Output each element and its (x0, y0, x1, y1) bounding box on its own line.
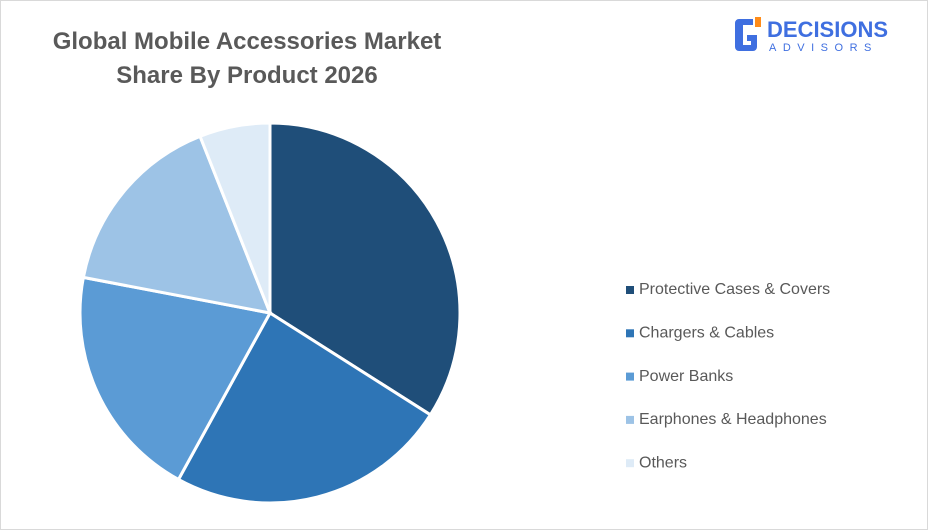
logo: DECISIONS ADVISORS (735, 17, 888, 54)
legend-label: Earphones & Headphones (639, 411, 827, 428)
pie-slice (81, 134, 273, 315)
pie-slice (78, 275, 273, 482)
logo-accent (755, 17, 761, 27)
legend-label: Chargers & Cables (639, 325, 774, 342)
legend-swatch (626, 372, 634, 381)
pie-slice (198, 121, 272, 314)
logo-name: DECISIONS (767, 17, 888, 42)
legend-label: Power Banks (639, 368, 733, 385)
chart-title: Global Mobile Accessories Market Share B… (52, 28, 442, 89)
logo-icon (735, 19, 757, 51)
legend-swatch (626, 286, 634, 294)
legend-swatch (626, 329, 634, 338)
pie-slice (176, 310, 433, 505)
logo-tagline: ADVISORS (769, 42, 878, 54)
legend-swatch (626, 415, 634, 424)
legend-label: Others (639, 454, 687, 471)
legend-swatch (626, 459, 634, 468)
legend-label: Protective Cases & Covers (639, 281, 830, 298)
